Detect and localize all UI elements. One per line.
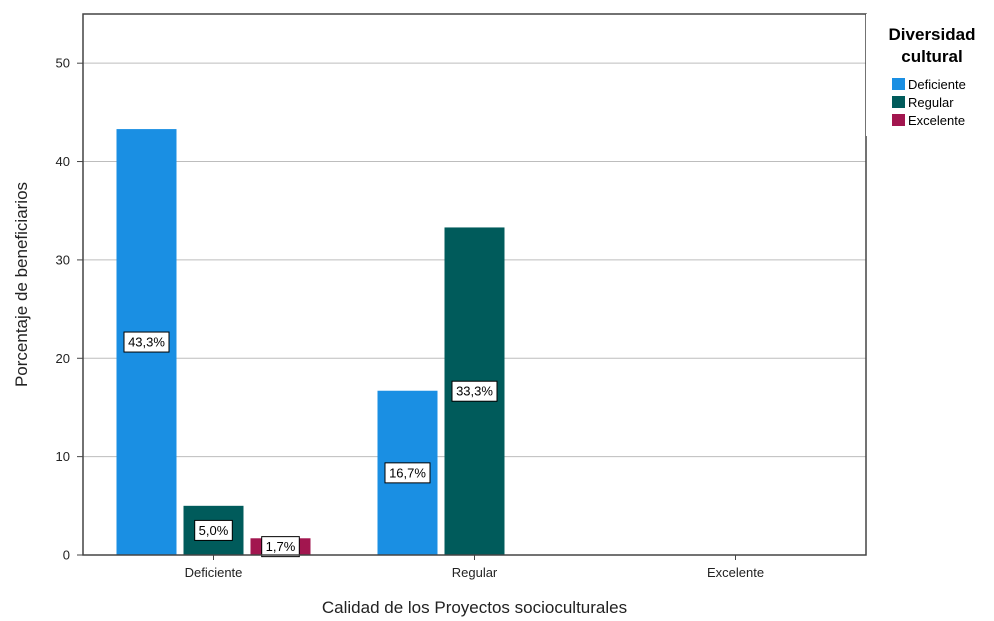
x-axis: Deficiente Regular Excelente [185, 555, 764, 580]
data-label-box [261, 536, 300, 558]
data-label: 1,7% [266, 539, 296, 554]
legend-title-line2: cultural [901, 47, 962, 66]
data-label-box [194, 519, 233, 541]
data-labels: 43,3% 5,0% 1,7% 16,7% 33,3% [123, 331, 498, 558]
legend-label: Deficiente [908, 77, 966, 92]
legend-swatch [892, 78, 905, 90]
data-label: 16,7% [389, 465, 426, 480]
x-tick-label: Regular [452, 565, 498, 580]
legend-swatch [892, 114, 905, 126]
data-label-box [451, 380, 498, 402]
x-axis-title: Calidad de los Proyectos socioculturales [322, 598, 627, 617]
legend-title-line1: Diversidad [889, 25, 976, 44]
y-tick-label: 40 [56, 154, 70, 169]
y-axis: 0 10 20 30 40 50 [56, 56, 83, 563]
y-tick-label: 10 [56, 449, 70, 464]
data-label-box [384, 462, 431, 484]
legend-background [866, 14, 994, 136]
bars [116, 129, 505, 555]
data-label: 43,3% [128, 335, 165, 350]
legend-swatch [892, 96, 905, 108]
x-tick-label: Excelente [707, 565, 764, 580]
data-label: 5,0% [199, 523, 229, 538]
x-tick-label: Deficiente [185, 565, 243, 580]
legend-items: Deficiente Regular Excelente [892, 77, 966, 128]
legend-label: Excelente [908, 113, 965, 128]
data-label-box [123, 331, 170, 353]
y-tick-label: 20 [56, 351, 70, 366]
data-label: 33,3% [456, 384, 493, 399]
y-tick-label: 50 [56, 56, 70, 71]
legend: Diversidad cultural Deficiente Regular Exc… [866, 14, 994, 136]
legend-label: Regular [908, 95, 954, 110]
y-tick-label: 30 [56, 252, 70, 267]
y-tick-label: 0 [63, 548, 70, 563]
y-axis-title: Porcentaje de beneficiarios [12, 182, 31, 387]
